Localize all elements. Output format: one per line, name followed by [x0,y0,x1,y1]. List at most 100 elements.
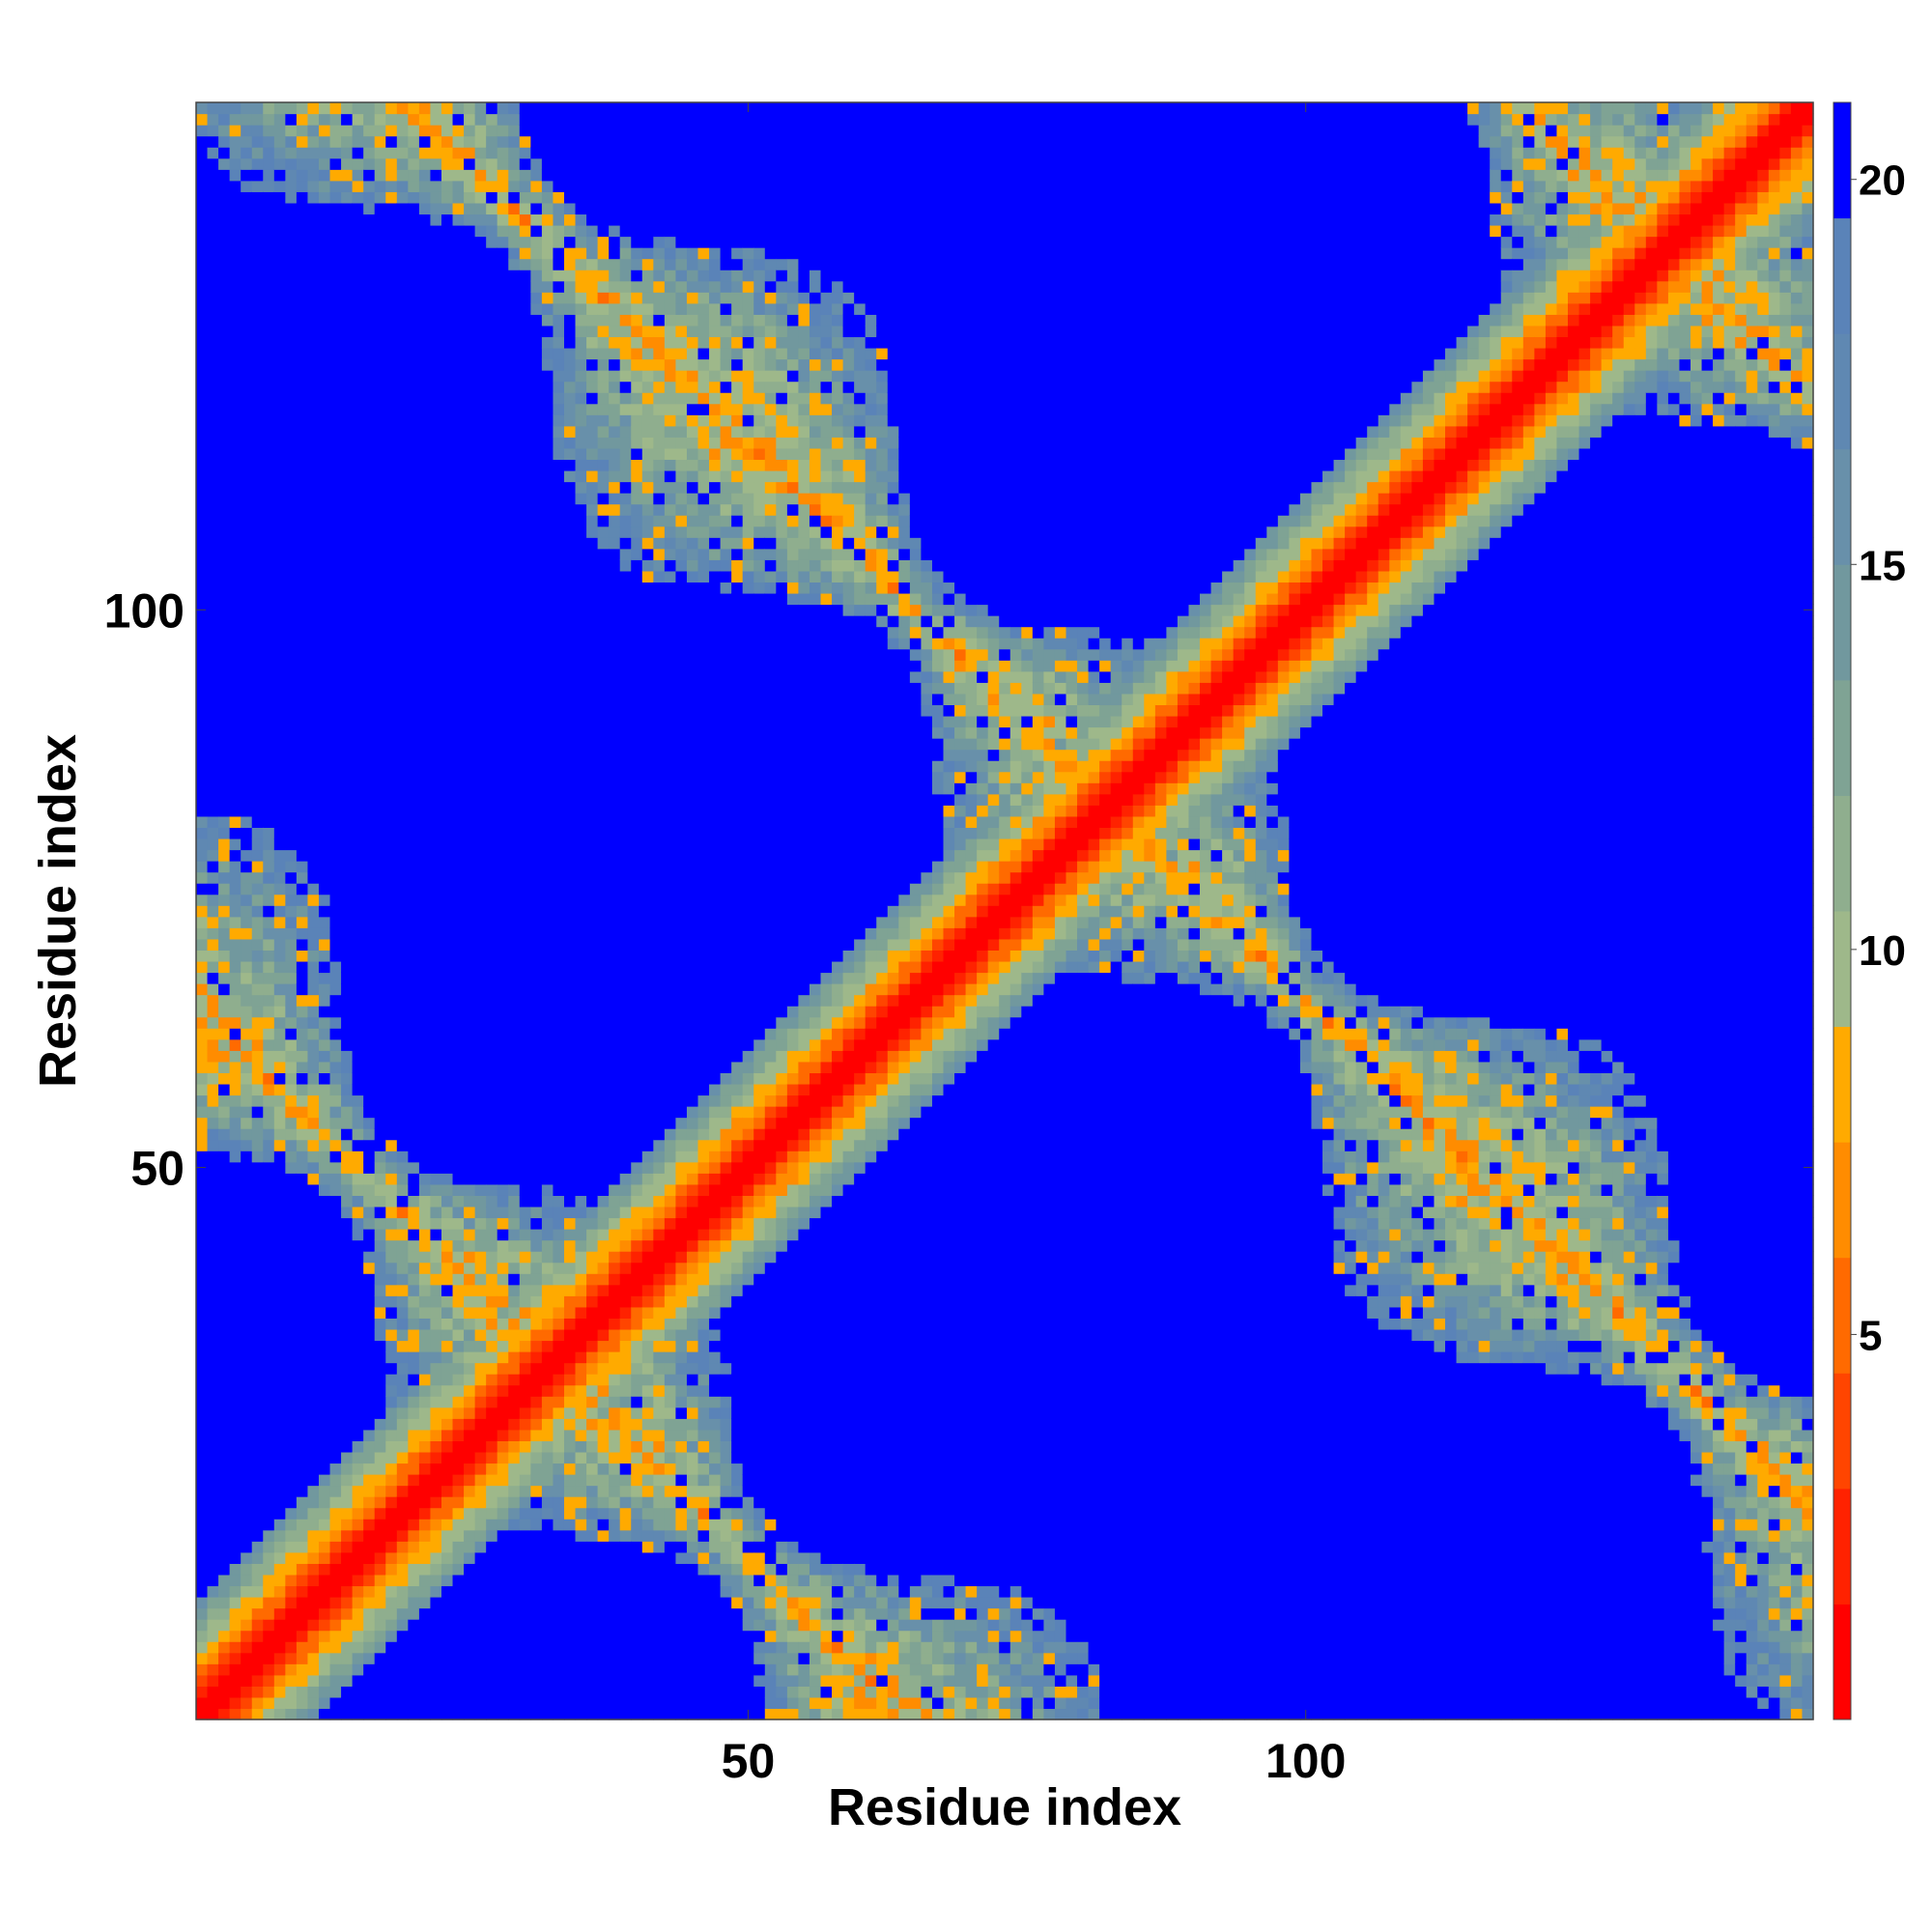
heatmap-cell [452,1117,465,1129]
heatmap-cell [497,1686,509,1698]
heatmap-cell [508,469,521,483]
heatmap-cell [396,1318,409,1330]
heatmap-cell [553,1406,565,1419]
heatmap-cell [519,994,531,1007]
heatmap-cell [273,693,286,706]
heatmap-cell [273,1541,286,1553]
heatmap-cell [418,537,432,550]
heatmap-cell [440,582,454,594]
heatmap-cell [430,960,442,974]
heatmap-cell [341,615,354,628]
heatmap-cell [385,570,398,583]
heatmap-cell [207,994,219,1007]
heatmap-cell [196,559,209,572]
heatmap-cell [273,994,286,1007]
heatmap-cell [519,414,531,427]
heatmap-cell [241,1151,253,1163]
heatmap-cell [273,1106,286,1119]
heatmap-cell [207,1284,219,1296]
heatmap-cell [251,994,264,1007]
heatmap-cell [318,414,331,427]
heatmap-cell [318,469,331,483]
heatmap-cell [251,726,264,739]
heatmap-cell [285,447,298,461]
heatmap-cell [329,1295,342,1308]
heatmap-cell [318,247,331,260]
heatmap-cell [519,270,531,282]
heatmap-cell [196,180,209,192]
heatmap-cell [408,314,420,327]
heatmap-cell [497,1038,509,1051]
heatmap-cell [508,1597,521,1609]
heatmap-cell [408,1161,420,1174]
heatmap-cell [474,292,487,304]
heatmap-cell [486,1229,498,1241]
heatmap-cell [374,1374,386,1386]
heatmap-cell [196,270,209,282]
heatmap-cell [553,1061,565,1073]
heatmap-cell [318,1607,331,1620]
heatmap-cell [541,1328,554,1342]
heatmap-cell [519,570,531,583]
heatmap-cell [229,526,242,538]
heatmap-cell [519,157,531,170]
heatmap-cell [296,738,309,751]
heatmap-cell [241,1674,253,1687]
heatmap-cell [307,938,320,951]
heatmap-cell [229,1328,242,1342]
heatmap-cell [519,1195,531,1208]
heatmap-cell [541,135,554,148]
heatmap-cell [207,815,219,829]
heatmap-cell [464,1061,476,1073]
heatmap-cell [464,1306,476,1319]
heatmap-cell [263,425,275,438]
heatmap-cell [497,1551,509,1564]
heatmap-cell [563,861,577,873]
heatmap-cell [385,1563,398,1576]
heatmap-cell [508,157,521,170]
heatmap-cell [273,280,286,293]
heatmap-cell [296,604,309,616]
heatmap-cell [541,994,554,1007]
heatmap-cell [497,1284,509,1296]
heatmap-cell [229,950,242,962]
heatmap-cell [296,1050,309,1063]
heatmap-cell [296,1585,309,1598]
heatmap-cell [464,1273,476,1286]
heatmap-cell [218,169,231,182]
heatmap-cell [508,1485,521,1497]
heatmap-cell [285,738,298,751]
heatmap-cell [241,526,253,538]
heatmap-cell [452,1429,465,1441]
heatmap-cell [251,258,264,270]
heatmap-cell [396,638,409,650]
heatmap-cell [563,1050,577,1063]
heatmap-cell [541,1708,554,1720]
heatmap-cell [207,838,219,851]
heatmap-cell [374,1094,386,1107]
heatmap-cell [430,1328,442,1342]
heatmap-cell [418,782,432,795]
heatmap-cell [229,638,242,650]
heatmap-cell [251,1519,264,1531]
heatmap-cell [329,1006,342,1018]
heatmap-cell [519,615,531,628]
heatmap-cell [418,1619,432,1632]
heatmap-cell [430,782,442,795]
heatmap-cell [273,592,286,606]
heatmap-cell [318,258,331,270]
heatmap-cell [530,503,543,516]
heatmap-cell [296,1440,309,1453]
heatmap-cell [464,1340,476,1352]
heatmap-cell [519,503,531,516]
heatmap-cell [218,1440,231,1453]
heatmap-cell [519,972,531,984]
heatmap-cell [563,1563,577,1576]
heatmap-cell [430,648,442,661]
heatmap-cell [452,1328,465,1342]
heatmap-cell [318,1406,331,1419]
heatmap-cell [563,1295,577,1308]
heatmap-cell [251,849,264,862]
heatmap-cell [251,1585,264,1598]
heatmap-cell [519,871,531,884]
